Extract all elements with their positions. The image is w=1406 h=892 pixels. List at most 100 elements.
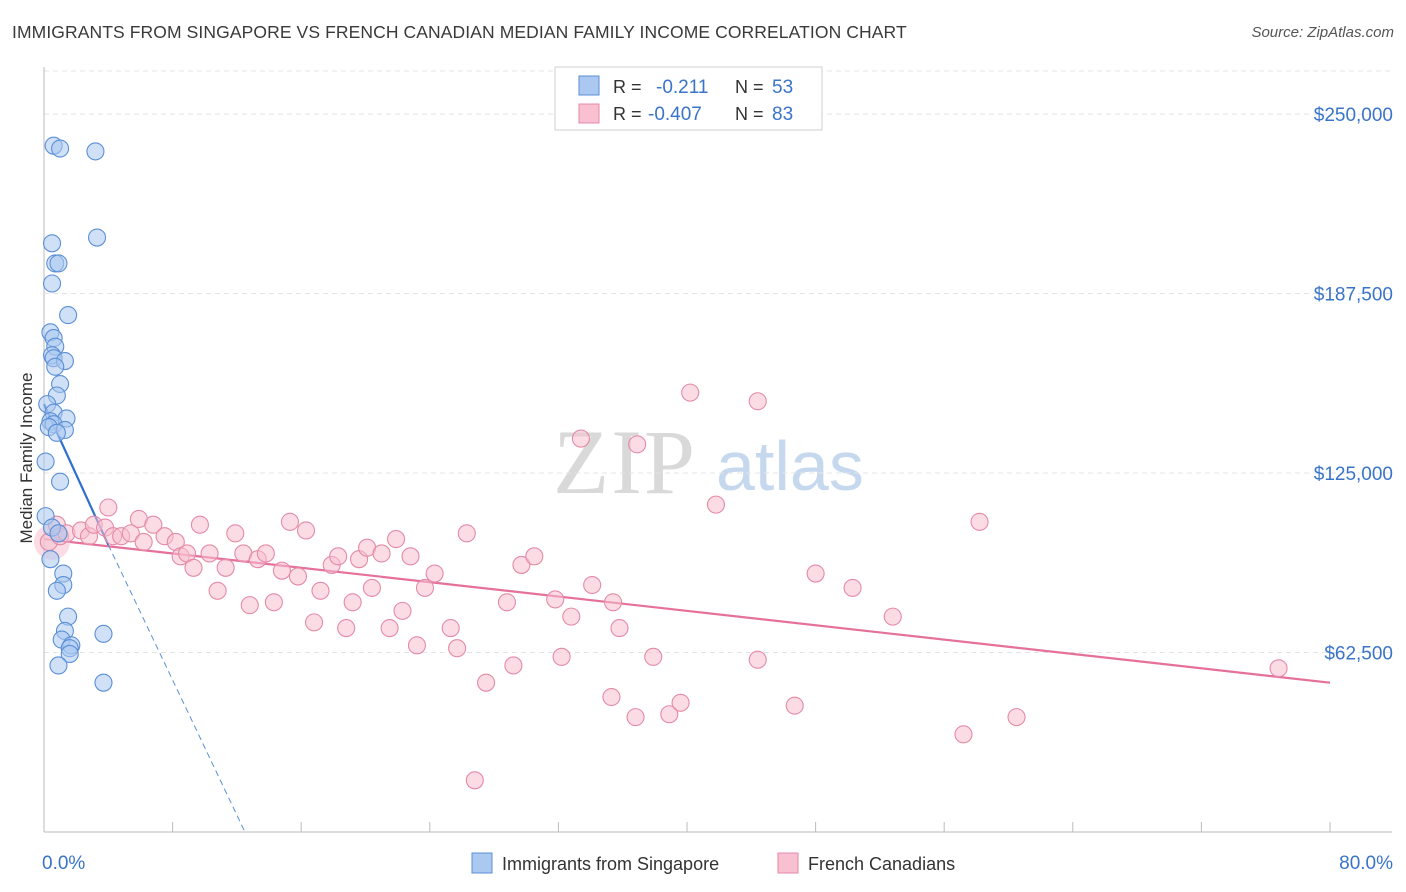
point-french-canadians: [288, 567, 308, 586]
point-french-canadians: [329, 547, 348, 566]
point-singapore: [42, 274, 62, 293]
point-singapore: [94, 673, 113, 692]
y-tick-label: $250,000: [1314, 105, 1393, 126]
stats-n-label-1: N =: [735, 77, 764, 97]
point-french-canadians: [393, 601, 412, 620]
point-french-canadians: [216, 558, 235, 577]
trend-line-singapore-extension: [107, 544, 246, 833]
legend-swatch-french-canadians: [777, 852, 799, 874]
point-french-canadians: [121, 524, 140, 543]
point-french-canadians: [660, 705, 679, 724]
point-french-canadians: [208, 581, 227, 600]
point-french-canadians: [626, 708, 645, 727]
point-french-canadians: [448, 639, 467, 658]
point-french-canadians: [401, 547, 420, 566]
point-french-canadians: [644, 647, 663, 666]
point-french-canadians: [806, 564, 825, 583]
stats-r-label-1: R =: [613, 77, 642, 97]
point-singapore: [47, 423, 66, 442]
point-singapore: [41, 550, 60, 569]
watermark: ZIP atlas: [553, 411, 864, 513]
point-french-canadians: [99, 498, 118, 517]
point-french-canadians: [264, 593, 283, 612]
point-french-canadians: [1007, 708, 1026, 727]
stats-r-value-2: -0.407: [648, 104, 702, 125]
point-singapore: [60, 644, 79, 664]
point-french-canadians: [583, 575, 602, 595]
point-singapore: [36, 452, 55, 471]
point-french-canadians: [200, 544, 219, 563]
point-singapore: [47, 581, 66, 600]
gridlines: [44, 70, 1392, 654]
point-singapore: [51, 139, 70, 158]
point-french-canadians: [465, 771, 484, 790]
point-french-canadians: [706, 495, 725, 514]
point-french-canadians: [425, 564, 444, 583]
stats-r-label-2: R =: [613, 104, 642, 124]
x-tick-labels: 0.0% 80.0%: [42, 853, 1393, 874]
point-singapore: [86, 142, 105, 161]
point-singapore: [49, 656, 68, 675]
point-french-canadians: [512, 555, 531, 574]
point-french-canadians: [380, 619, 399, 638]
point-french-canadians: [671, 693, 690, 712]
y-axis-label: Median Family Income: [17, 372, 36, 543]
point-french-canadians: [134, 532, 153, 552]
point-french-canadians: [184, 558, 203, 577]
point-french-canadians: [280, 512, 299, 531]
legend-label-french-canadians: French Canadians: [808, 854, 955, 874]
point-french-canadians: [144, 515, 163, 534]
point-french-canadians: [372, 544, 391, 563]
point-singapore: [46, 357, 65, 376]
point-singapore: [59, 306, 78, 325]
point-french-canadians: [240, 596, 259, 615]
y-tick-label: $187,500: [1314, 285, 1393, 306]
x-tick-label: 0.0%: [42, 853, 85, 874]
point-french-canadians: [272, 561, 291, 580]
point-french-canadians: [477, 673, 496, 692]
y-tick-label: $62,500: [1324, 644, 1393, 665]
point-french-canadians: [441, 619, 460, 638]
point-french-canadians: [296, 521, 316, 540]
data-points: [34, 136, 1288, 790]
series-legend: Immigrants from Singapore French Canadia…: [471, 852, 955, 874]
point-french-canadians: [190, 515, 209, 534]
point-french-canadians: [562, 607, 581, 626]
point-french-canadians: [305, 613, 324, 632]
point-french-canadians: [1269, 659, 1288, 678]
point-french-canadians: [552, 647, 571, 666]
watermark-atlas: atlas: [716, 427, 864, 505]
point-singapore: [42, 234, 62, 253]
point-french-canadians: [457, 524, 476, 543]
point-french-canadians: [602, 687, 621, 707]
point-singapore: [49, 254, 68, 273]
stats-n-value-2: 83: [772, 104, 793, 125]
point-french-canadians: [343, 593, 362, 612]
point-french-canadians: [311, 581, 330, 600]
legend-label-singapore: Immigrants from Singapore: [502, 854, 719, 874]
point-french-canadians: [337, 619, 356, 638]
watermark-zip: ZIP: [553, 411, 697, 513]
point-french-canadians: [362, 578, 381, 597]
point-singapore: [51, 472, 70, 491]
stats-legend-swatch-singapore: [578, 75, 600, 96]
legend-swatch-singapore: [471, 852, 493, 874]
point-french-canadians: [256, 544, 275, 563]
stats-legend-swatch-french-canadians: [578, 103, 600, 124]
point-french-canadians: [525, 547, 544, 566]
point-french-canadians: [785, 696, 804, 715]
point-french-canadians: [628, 435, 647, 454]
source-credit: Source: ZipAtlas.com: [1251, 24, 1394, 41]
stats-n-value-1: 53: [772, 77, 793, 98]
point-french-canadians: [604, 593, 623, 612]
axes: [43, 67, 1392, 833]
point-singapore: [49, 524, 68, 543]
point-french-canadians: [970, 512, 989, 531]
point-french-canadians: [748, 650, 767, 669]
point-french-canadians: [843, 578, 862, 597]
chart-title: IMMIGRANTS FROM SINGAPORE VS FRENCH CANA…: [12, 22, 907, 42]
point-french-canadians: [748, 392, 767, 411]
point-singapore: [94, 624, 113, 643]
point-french-canadians: [610, 619, 629, 638]
point-french-canadians: [415, 578, 435, 597]
